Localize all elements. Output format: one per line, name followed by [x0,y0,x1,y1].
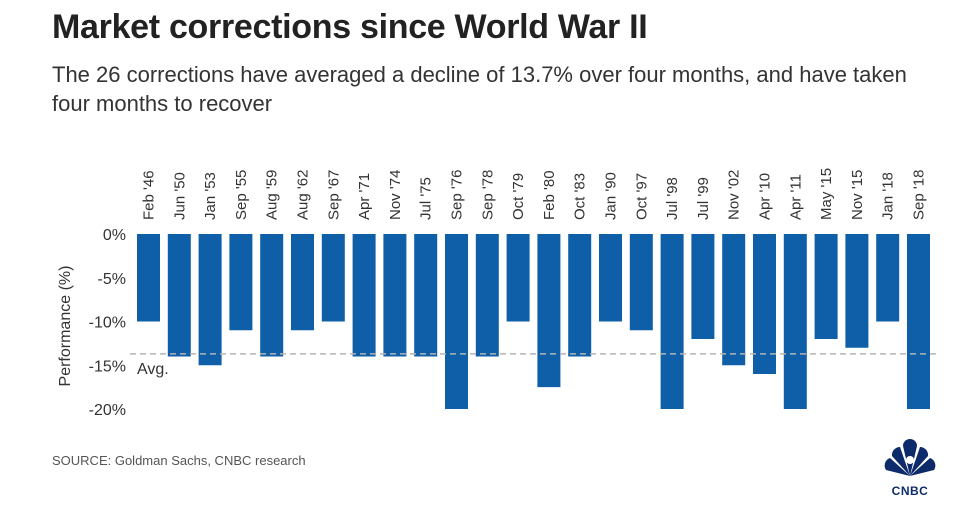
category-label: Aug '62 [295,170,312,220]
category-label: Sep '78 [479,170,496,220]
category-label: Nov '15 [849,170,866,220]
average-label: Avg. [137,361,169,378]
cnbc-logo-text: CNBC [891,484,929,498]
category-label: Jun '50 [171,172,188,220]
bar [753,234,776,374]
bar [383,234,407,357]
y-tick-label: -10% [89,315,126,332]
category-label: Sep '18 [911,170,928,220]
bar [783,234,807,409]
category-label: Oct '83 [572,173,589,220]
bar [568,234,592,357]
bar [321,234,345,322]
category-label: Sep '55 [233,170,250,220]
chart-title: Market corrections since World War II [52,8,648,46]
category-label: Apr '10 [757,173,774,220]
bar [629,234,653,331]
category-label: Apr '71 [356,173,373,220]
category-label: Apr '11 [787,174,804,220]
bar [691,234,715,339]
category-label: Oct '79 [510,173,527,220]
bar [876,234,900,322]
category-label: Sep '76 [449,170,466,220]
category-label: Sep '67 [325,170,342,220]
y-tick-label: -15% [89,358,126,375]
y-tick-label: 0% [103,227,126,244]
bar [445,234,468,409]
y-tick-label: -20% [89,402,126,419]
category-label: Jan '18 [880,172,897,220]
category-label: Aug '59 [264,170,281,220]
chart-subtitle: The 26 corrections have averaged a decli… [52,62,907,116]
y-tick-label: -5% [98,271,126,288]
category-label: Jan '53 [202,172,219,220]
category-label: Feb '80 [541,170,558,220]
category-label: Jan '90 [603,172,620,220]
category-label: Jul '99 [695,177,712,220]
source-note: SOURCE: Goldman Sachs, CNBC research [52,453,306,468]
category-label: Nov '74 [387,170,404,220]
y-axis-label: Performance (%) [57,266,74,387]
bar [907,234,930,409]
bar [414,234,438,357]
bar [845,234,869,348]
bar [814,234,838,339]
category-label: Jul '75 [418,177,435,220]
bar [260,234,284,357]
bar [291,234,314,331]
bar [352,234,376,357]
bar [198,234,222,366]
bar [537,234,561,388]
category-label: Oct '97 [633,173,650,220]
cnbc-peacock-logo-icon [884,439,936,476]
bar [475,234,499,357]
category-label: May '15 [818,168,835,220]
bar [506,234,530,322]
bar [599,234,622,322]
bar [137,234,160,322]
bar [167,234,191,357]
category-label: Nov '02 [726,170,743,220]
category-label: Feb '46 [141,170,158,220]
bar [722,234,746,366]
bar [229,234,253,331]
category-label: Jul '98 [664,177,681,220]
bar [660,234,684,409]
